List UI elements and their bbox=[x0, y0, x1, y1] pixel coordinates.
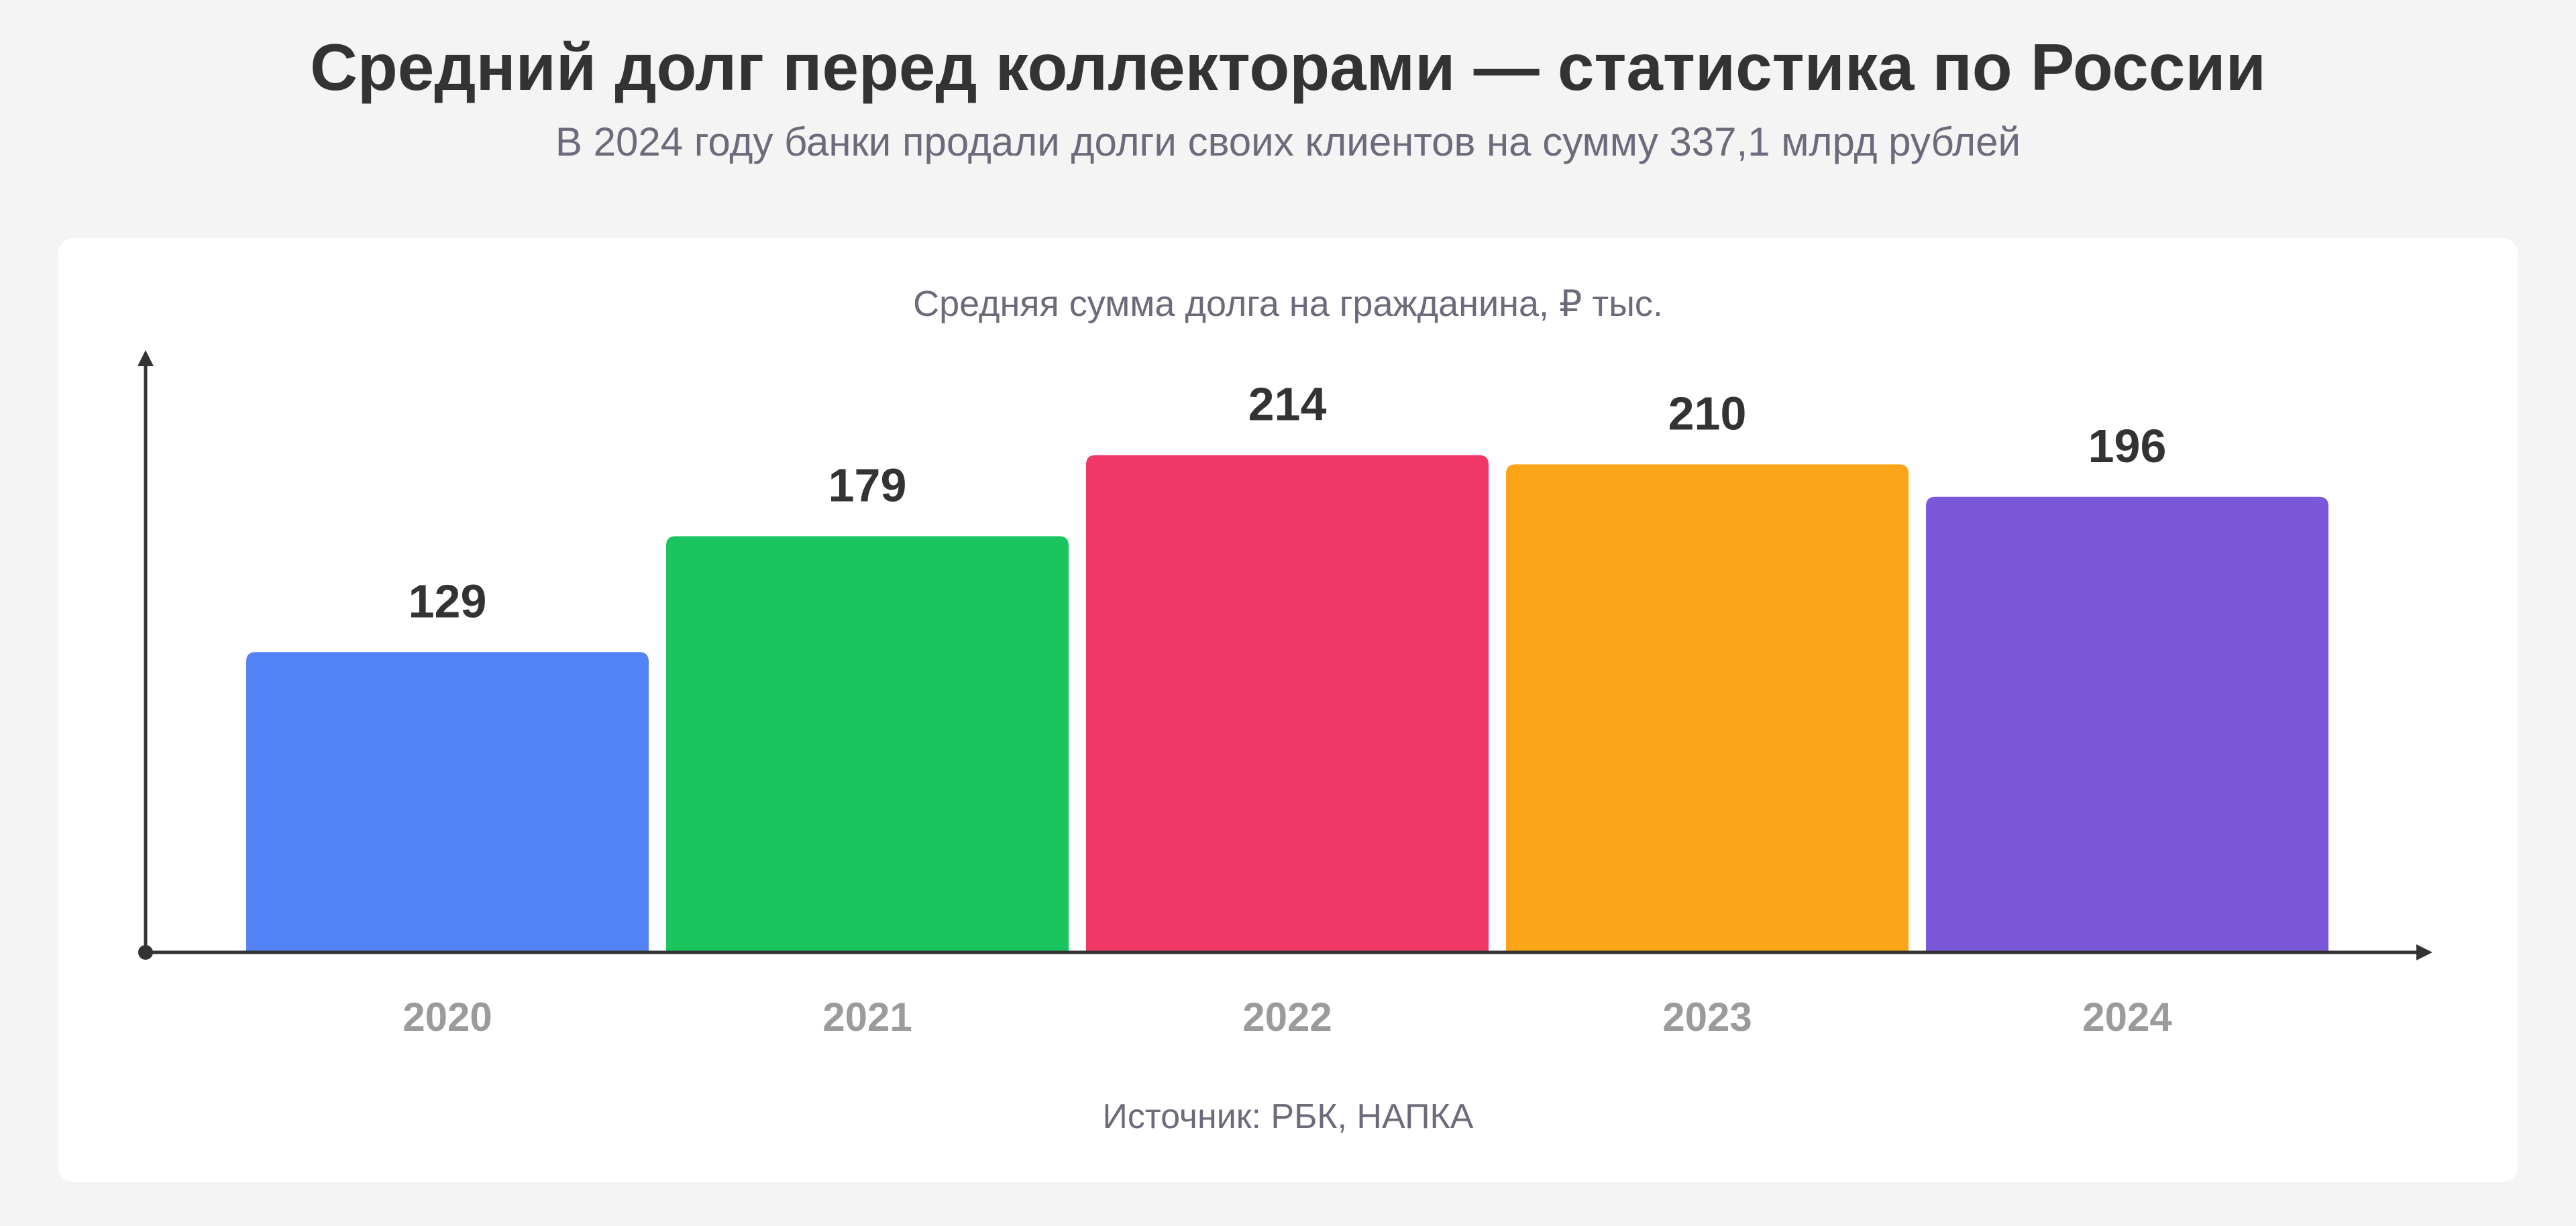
value-label-2021: 179 bbox=[828, 459, 907, 512]
y-axis-arrow-icon bbox=[138, 350, 154, 366]
axis-origin-dot bbox=[138, 945, 153, 960]
value-label-2020: 129 bbox=[409, 575, 487, 627]
x-tick-labels-group: 2020 2021 2022 2023 2024 bbox=[402, 995, 2172, 1040]
bars-group bbox=[246, 455, 2328, 951]
x-tick-label-2020: 2020 bbox=[402, 995, 492, 1040]
bar-2022 bbox=[1086, 455, 1489, 951]
bar-2024 bbox=[1926, 496, 2328, 951]
axes-group bbox=[138, 350, 2432, 960]
source-note: Источник: РБК, НАПКА bbox=[1102, 1097, 1474, 1136]
page-subtitle: В 2024 году банки продали долги своих кл… bbox=[555, 119, 2021, 164]
bar-2023 bbox=[1506, 464, 1909, 951]
x-tick-label-2021: 2021 bbox=[822, 995, 912, 1040]
chart-title: Средняя сумма долга на гражданина, ₽ тыс… bbox=[913, 284, 1663, 324]
x-tick-label-2022: 2022 bbox=[1242, 995, 1332, 1040]
value-label-2024: 196 bbox=[2088, 420, 2167, 472]
x-axis-arrow-icon bbox=[2416, 944, 2432, 960]
value-labels-group: 129 179 214 210 196 bbox=[409, 378, 2167, 628]
x-tick-label-2023: 2023 bbox=[1662, 995, 1752, 1040]
value-label-2023: 210 bbox=[1668, 387, 1747, 439]
x-tick-label-2024: 2024 bbox=[2082, 995, 2172, 1040]
page-title: Средний долг перед коллекторами — статис… bbox=[310, 30, 2266, 104]
bar-2020 bbox=[246, 652, 649, 951]
bar-2021 bbox=[666, 536, 1069, 951]
value-label-2022: 214 bbox=[1248, 378, 1327, 431]
